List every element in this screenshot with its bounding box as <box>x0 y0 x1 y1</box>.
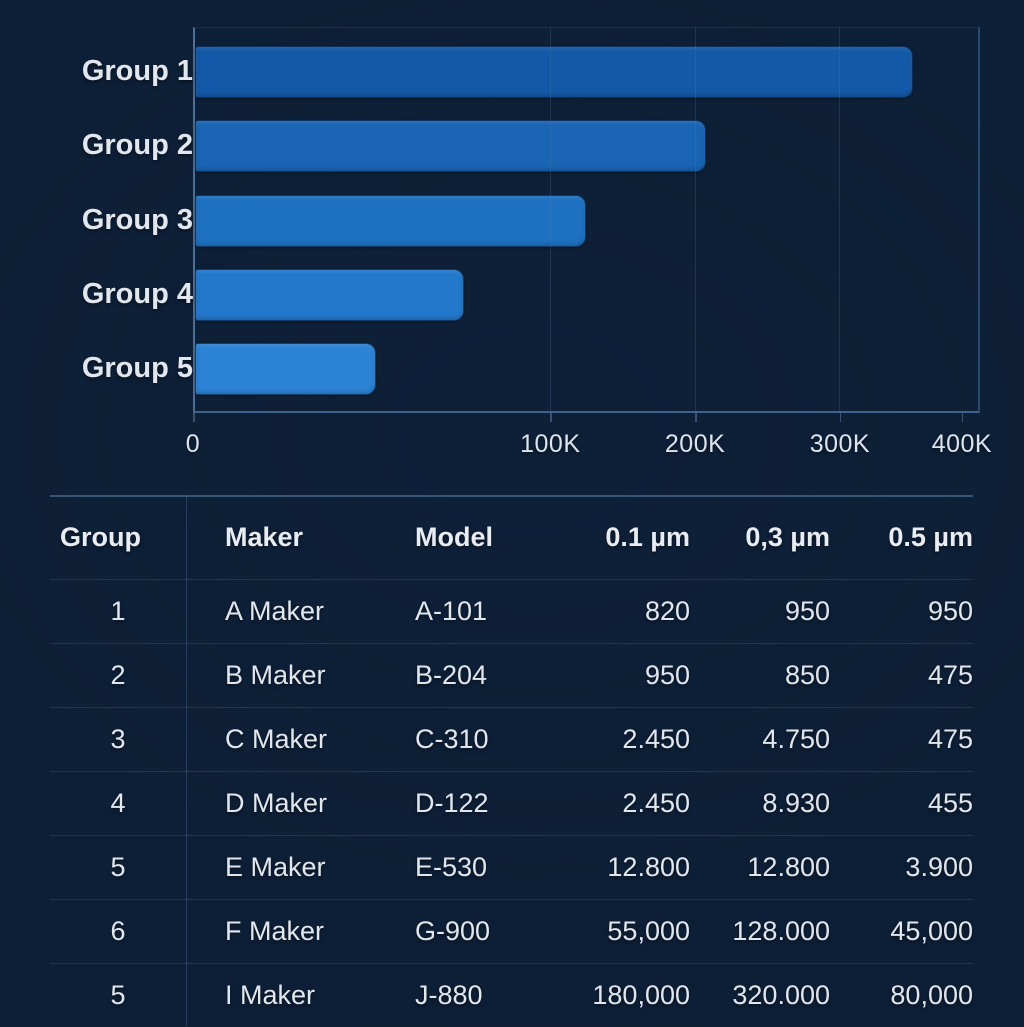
x-tick-label-400K: 400K <box>931 430 993 458</box>
x-tick-label-100K: 100K <box>520 430 581 458</box>
table-cell: 1 <box>110 596 126 626</box>
table-cell: 2.450 <box>622 724 690 754</box>
table-cell: D-122 <box>415 788 489 818</box>
table-cell: B Maker <box>225 660 326 690</box>
bar-1 <box>195 46 913 98</box>
table-cell: 5 <box>110 852 126 882</box>
gridline-100K <box>550 28 552 411</box>
table-row: 2 B Maker B-204 950 850 475 <box>50 643 973 707</box>
table-row: 3 C Maker C-310 2.450 4.750 475 <box>50 707 973 771</box>
table-cell: 950 <box>784 596 830 626</box>
table-cell: J-880 <box>415 980 483 1010</box>
table-cell: 950 <box>644 660 690 690</box>
table-cell: C Maker <box>225 724 328 754</box>
table-cell: 128.000 <box>732 916 830 946</box>
table-row: 4 D Maker D-122 2.450 8.930 455 <box>50 771 973 835</box>
table-cell: 45,000 <box>890 916 973 946</box>
column-header-5: 0,3 µm <box>745 521 830 552</box>
table-cell: 12.800 <box>747 852 830 882</box>
column-header-6: 0.5 µm <box>888 521 973 552</box>
bar-chart: Group 1 Group 2 Group 3 Group 4 Group 5 0 100… <box>0 0 1024 495</box>
group-column-divider <box>186 497 187 1026</box>
table-cell: 80,000 <box>890 980 973 1010</box>
table-cell: C-310 <box>415 724 489 754</box>
table-cell: B-204 <box>415 660 488 690</box>
x-tick-label-200K: 200K <box>664 430 726 458</box>
table-row: 6 F Maker G-900 55,000 128.000 45,000 <box>50 899 973 963</box>
table-cell: 2 <box>110 660 126 690</box>
category-label-4: Group 4 <box>81 277 193 310</box>
table-cell: 850 <box>784 660 830 690</box>
bar-2 <box>195 120 707 173</box>
table-cell: 3 <box>110 724 126 754</box>
table-cell: 4.750 <box>762 724 830 754</box>
category-label-3: Group 3 <box>81 203 193 236</box>
table-cell: E-530 <box>415 852 488 882</box>
table-cell: A Maker <box>225 596 325 626</box>
x-tick-mark-300K <box>839 413 842 422</box>
table-cell: 320.000 <box>732 980 830 1010</box>
column-header-1: Group <box>60 521 141 552</box>
table-cell: 12.800 <box>607 852 690 882</box>
x-tick-label-0: 0 <box>185 430 201 458</box>
table-cell: A-101 <box>415 596 488 626</box>
table-cell: 3.900 <box>905 852 973 882</box>
table-cell: 4 <box>110 788 126 818</box>
table-cell: 475 <box>927 660 973 690</box>
data-table: Group Maker Model 0.1 µm 0,3 µm 0.5 µm 1 A Mak… <box>50 495 973 1027</box>
x-tick-mark-100K <box>550 413 552 422</box>
table-cell: 6 <box>110 916 126 946</box>
bar-5 <box>195 343 376 395</box>
category-label-5: Group 5 <box>81 352 193 384</box>
table-cell: 180,000 <box>592 980 690 1010</box>
x-tick-mark-200K <box>695 413 697 422</box>
table-cell: 820 <box>644 596 690 626</box>
bar-3 <box>195 194 586 247</box>
column-header-4: 0.1 µm <box>605 521 690 552</box>
table-top-border <box>50 495 973 497</box>
table-cell: 950 <box>927 596 973 626</box>
table-row: 5 I Maker J-880 180,000 320.000 80,000 <box>50 963 973 1027</box>
x-tick-mark-400K <box>961 413 964 422</box>
table-cell: 55,000 <box>607 916 690 946</box>
bar-4 <box>195 268 464 321</box>
table-cell: 475 <box>927 724 973 754</box>
category-label-2: Group 2 <box>81 129 193 162</box>
table-cell: G-900 <box>415 916 491 946</box>
table-cell: D Maker <box>225 788 328 818</box>
x-tick-label-300K: 300K <box>809 430 871 458</box>
table-cell: 8.930 <box>762 788 830 818</box>
column-header-3: Model <box>415 521 493 552</box>
table-cell: 5 <box>110 980 126 1010</box>
x-tick-mark-0 <box>193 413 195 422</box>
table-cell: E Maker <box>225 852 326 882</box>
gridline-200K <box>694 28 696 411</box>
gridline-300K <box>838 28 840 411</box>
table-header-row: Group Maker Model 0.1 µm 0,3 µm 0.5 µm <box>50 495 973 579</box>
table-cell: F Maker <box>225 916 325 946</box>
table-cell: I Maker <box>225 980 316 1010</box>
table-cell: 2.450 <box>622 788 690 818</box>
table-row: 1 A Maker A-101 820 950 950 <box>50 579 973 643</box>
plot-area <box>193 27 980 413</box>
table-row: 5 E Maker E-530 12.800 12.800 3.900 <box>50 835 973 899</box>
category-label-1: Group 1 <box>81 55 193 87</box>
column-header-2: Maker <box>225 521 304 552</box>
table-cell: 455 <box>927 788 973 818</box>
